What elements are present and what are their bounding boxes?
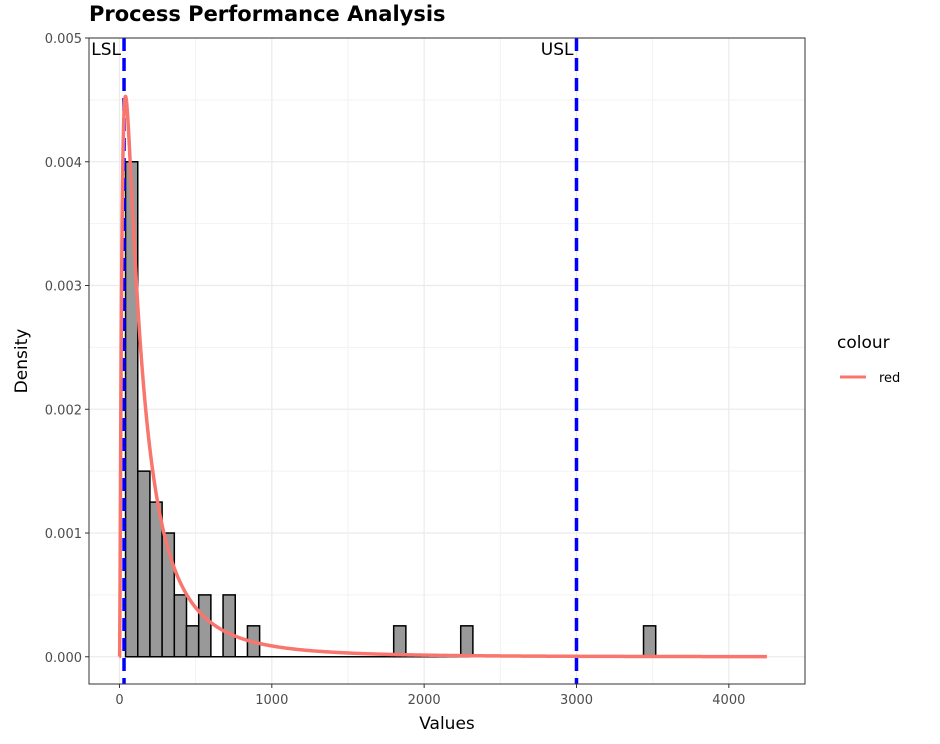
legend-title: colour — [837, 333, 890, 353]
histogram-bar — [136, 470, 151, 658]
histogram-bar — [185, 625, 200, 658]
plot-panel — [88, 37, 806, 685]
plot-background — [89, 38, 805, 684]
legend: colour red — [837, 333, 900, 386]
y-axis: 0.000 0.001 0.002 0.003 0.004 0.005 — [45, 32, 89, 666]
x-tick-label: 1000 — [255, 693, 288, 708]
histogram-bar — [392, 625, 407, 658]
y-tick-label: 0.003 — [45, 280, 82, 295]
y-tick-label: 0.000 — [45, 651, 82, 666]
x-axis: 0 1000 2000 3000 4000 — [115, 684, 745, 708]
plot-border — [88, 37, 806, 685]
x-tick-label: 0 — [115, 693, 123, 708]
x-tick-label: 4000 — [712, 693, 745, 708]
y-axis-title: Density — [12, 329, 32, 394]
histogram-bar — [124, 161, 139, 658]
histogram-bar — [149, 501, 163, 658]
spec-limit-label-lsl: LSL — [91, 40, 121, 60]
y-tick-label: 0.005 — [45, 32, 82, 47]
x-tick-label: 3000 — [560, 693, 593, 708]
y-tick-label: 0.001 — [45, 527, 82, 542]
chart-title: Process Performance Analysis — [89, 2, 446, 26]
histogram-bar — [197, 594, 212, 658]
histogram-bar — [173, 594, 188, 658]
histogram-bar — [222, 594, 236, 658]
x-tick-label: 2000 — [408, 693, 441, 708]
histogram-bar — [642, 625, 657, 658]
y-tick-label: 0.004 — [45, 156, 82, 171]
x-axis-title: Values — [419, 714, 475, 734]
spec-limit-label-usl: USL — [541, 40, 574, 60]
legend-label: red — [879, 371, 900, 386]
density-curve — [117, 94, 768, 659]
histogram-bar — [459, 625, 474, 658]
y-tick-label: 0.002 — [45, 403, 82, 418]
